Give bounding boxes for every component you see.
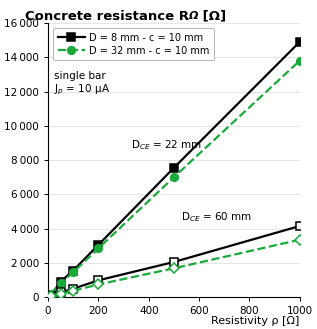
Legend: D = 8 mm - c = 10 mm, D = 32 mm - c = 10 mm: D = 8 mm - c = 10 mm, D = 32 mm - c = 10… xyxy=(53,28,214,61)
Text: D$_{CE}$ = 22 mm: D$_{CE}$ = 22 mm xyxy=(131,138,202,152)
Text: single bar
J$_p$ = 10 μA: single bar J$_p$ = 10 μA xyxy=(54,71,110,97)
X-axis label: Resistivity ρ [Ω]: Resistivity ρ [Ω] xyxy=(211,316,300,326)
Text: Concrete resistance R: Concrete resistance R xyxy=(25,10,189,23)
Text: D$_{CE}$ = 60 mm: D$_{CE}$ = 60 mm xyxy=(181,210,253,224)
Text: Ω: Ω xyxy=(189,11,198,21)
Text: [Ω]: [Ω] xyxy=(198,10,226,23)
